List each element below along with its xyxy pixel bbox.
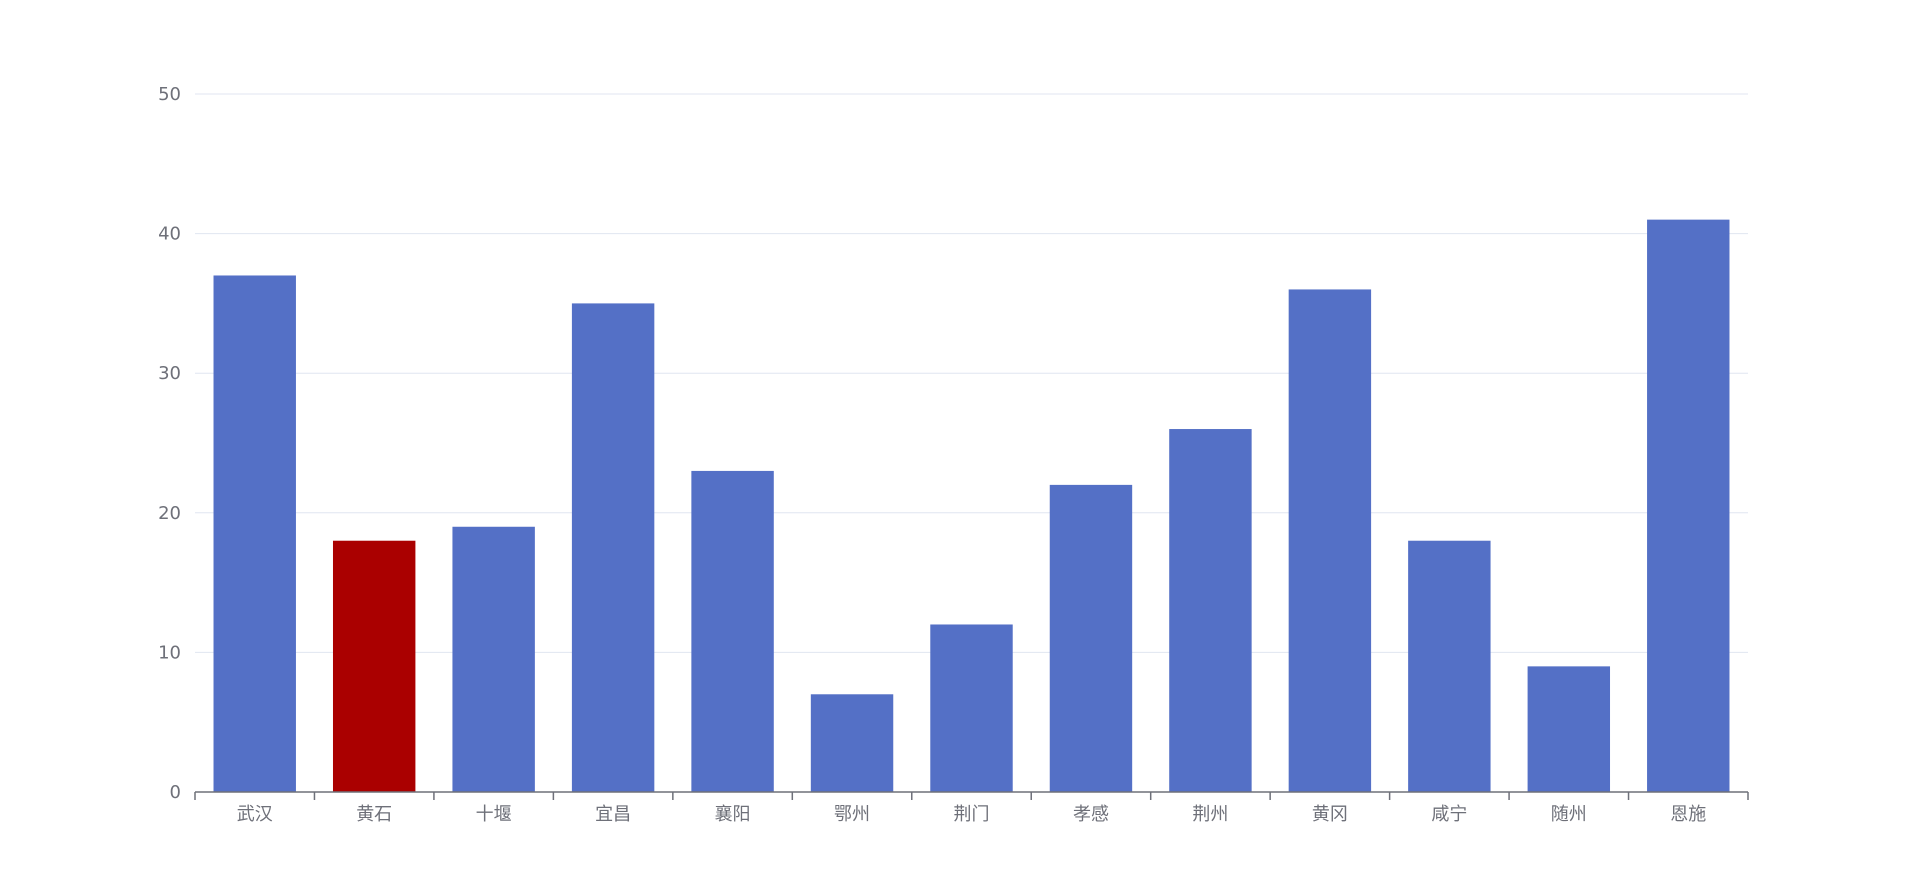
- x-tick-label: 随州: [1551, 804, 1587, 825]
- x-tick-label: 武汉: [237, 804, 273, 825]
- bar-9[interactable]: [1169, 429, 1252, 792]
- y-tick-label: 50: [158, 84, 181, 105]
- y-tick-label: 20: [158, 503, 181, 524]
- bars: [213, 219, 1730, 793]
- x-tick-label: 鄂州: [834, 804, 870, 825]
- x-tick-label: 十堰: [476, 804, 512, 825]
- bar-12[interactable]: [1527, 666, 1611, 792]
- bar-8[interactable]: [1049, 484, 1133, 792]
- y-tick-label: 30: [158, 363, 181, 384]
- y-tick-label: 40: [158, 224, 181, 245]
- x-tick-label: 恩施: [1670, 804, 1706, 825]
- bar-3[interactable]: [452, 526, 535, 792]
- bar-4[interactable]: [571, 303, 655, 792]
- bar-6[interactable]: [810, 694, 894, 792]
- x-tick-label: 宜昌: [595, 804, 631, 825]
- x-tick-label: 孝感: [1073, 804, 1109, 825]
- x-tick-label: 荆门: [954, 804, 990, 825]
- bar-2[interactable]: [332, 540, 416, 792]
- bar-7[interactable]: [930, 624, 1013, 792]
- x-tick-label: 荆州: [1192, 804, 1228, 825]
- y-tick-label: 10: [158, 642, 181, 663]
- x-tick-label: 黄石: [356, 804, 392, 825]
- bar-13[interactable]: [1647, 219, 1730, 792]
- bar-1[interactable]: [213, 275, 296, 793]
- x-tick-label: 咸宁: [1431, 804, 1467, 825]
- bar-11[interactable]: [1408, 540, 1491, 792]
- y-tick-label: 0: [170, 782, 181, 803]
- bar-5[interactable]: [691, 470, 774, 792]
- x-tick-label: 黄冈: [1312, 804, 1348, 825]
- axes: 0 10 20 30 40 50 武汉 黄石 十堰 宜昌 襄阳 鄂州 荆门 孝感 荆州 黄冈 咸宁 随州 恩施: [158, 84, 1749, 825]
- grid-lines: [195, 93, 1748, 653]
- x-tick-label: 襄阳: [715, 804, 751, 825]
- bar-10[interactable]: [1288, 289, 1372, 792]
